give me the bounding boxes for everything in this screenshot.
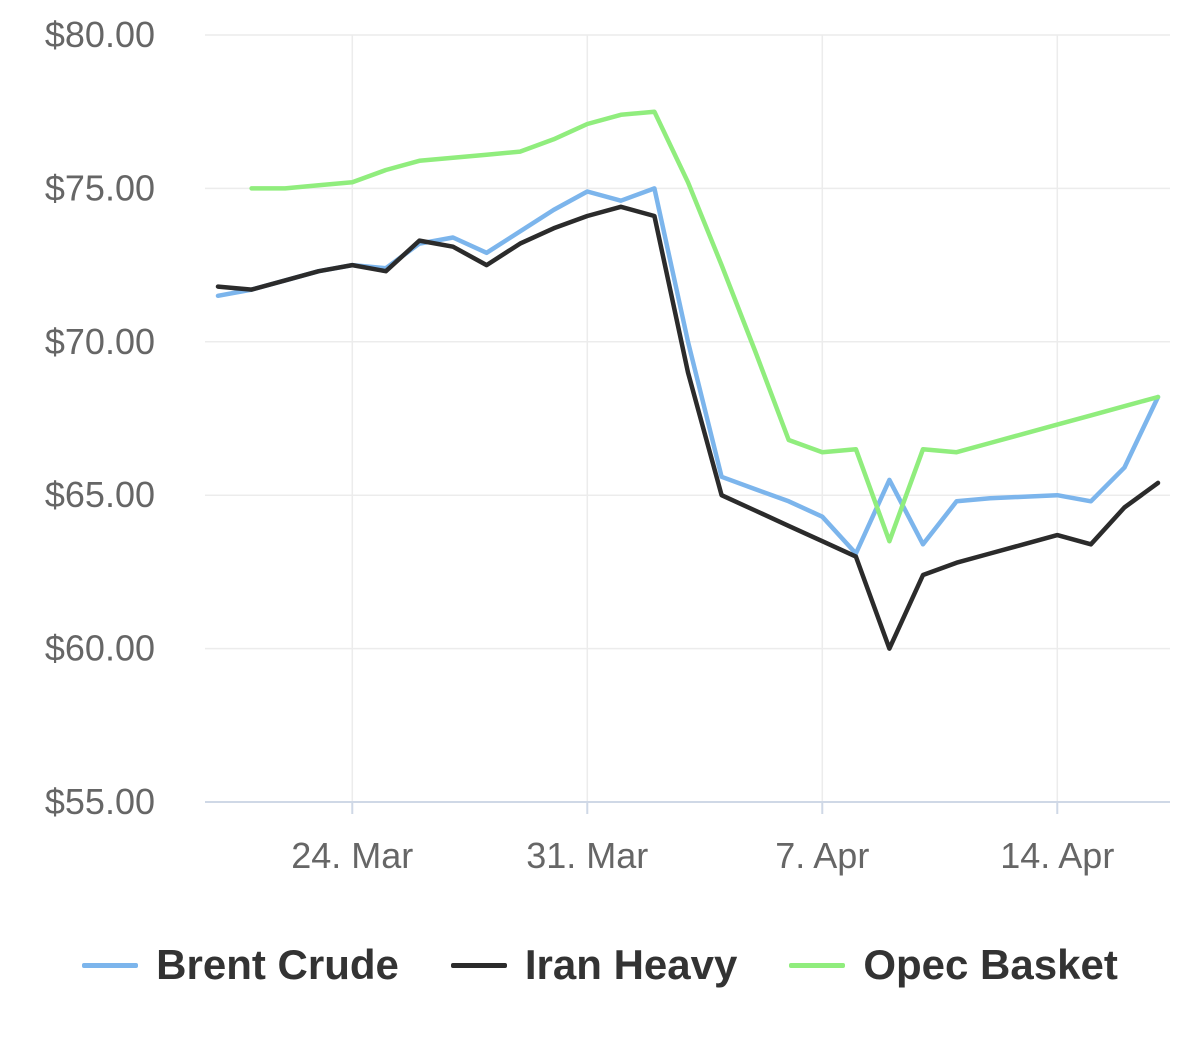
legend-swatch-opec-basket bbox=[789, 962, 846, 968]
x-tick-label: 7. Apr bbox=[775, 835, 869, 876]
axes bbox=[205, 801, 1170, 814]
y-tick-label: $60.00 bbox=[45, 628, 155, 669]
y-tick-label: $65.00 bbox=[45, 474, 155, 515]
legend-label-opec-basket: Opec Basket bbox=[863, 941, 1118, 988]
legend-swatch-iran-heavy bbox=[450, 962, 507, 968]
chart-canvas: $55.00 $60.00 $65.00 $70.00 $75.00 $80.00 24. … bbox=[45, 14, 1170, 876]
legend-label-iran-heavy: Iran Heavy bbox=[524, 941, 738, 988]
y-tick-label: $70.00 bbox=[45, 321, 155, 362]
x-tick-label: 14. Apr bbox=[1000, 835, 1114, 876]
y-tick-label: $80.00 bbox=[45, 14, 155, 55]
tick-labels: $55.00 $60.00 $65.00 $70.00 $75.00 $80.00 24. … bbox=[45, 14, 1114, 876]
legend-item-brent-crude[interactable]: Brent Crude bbox=[82, 941, 399, 989]
legend-swatch-brent-crude bbox=[82, 962, 139, 968]
series-lines bbox=[215, 109, 1161, 651]
grid bbox=[205, 34, 1170, 802]
y-tick-label: $75.00 bbox=[45, 167, 155, 208]
x-tick-label: 24. Mar bbox=[291, 835, 413, 876]
series-line-iran-heavy[interactable] bbox=[215, 204, 1161, 651]
legend: Brent Crude Iran Heavy Opec Basket bbox=[0, 930, 1200, 1000]
x-tick-label: 31. Mar bbox=[526, 835, 648, 876]
legend-item-iran-heavy[interactable]: Iran Heavy bbox=[450, 941, 738, 989]
y-tick-label: $55.00 bbox=[45, 781, 155, 822]
series-line-opec-basket[interactable] bbox=[249, 109, 1161, 544]
legend-label-brent-crude: Brent Crude bbox=[156, 941, 399, 988]
legend-item-opec-basket[interactable]: Opec Basket bbox=[789, 941, 1118, 989]
